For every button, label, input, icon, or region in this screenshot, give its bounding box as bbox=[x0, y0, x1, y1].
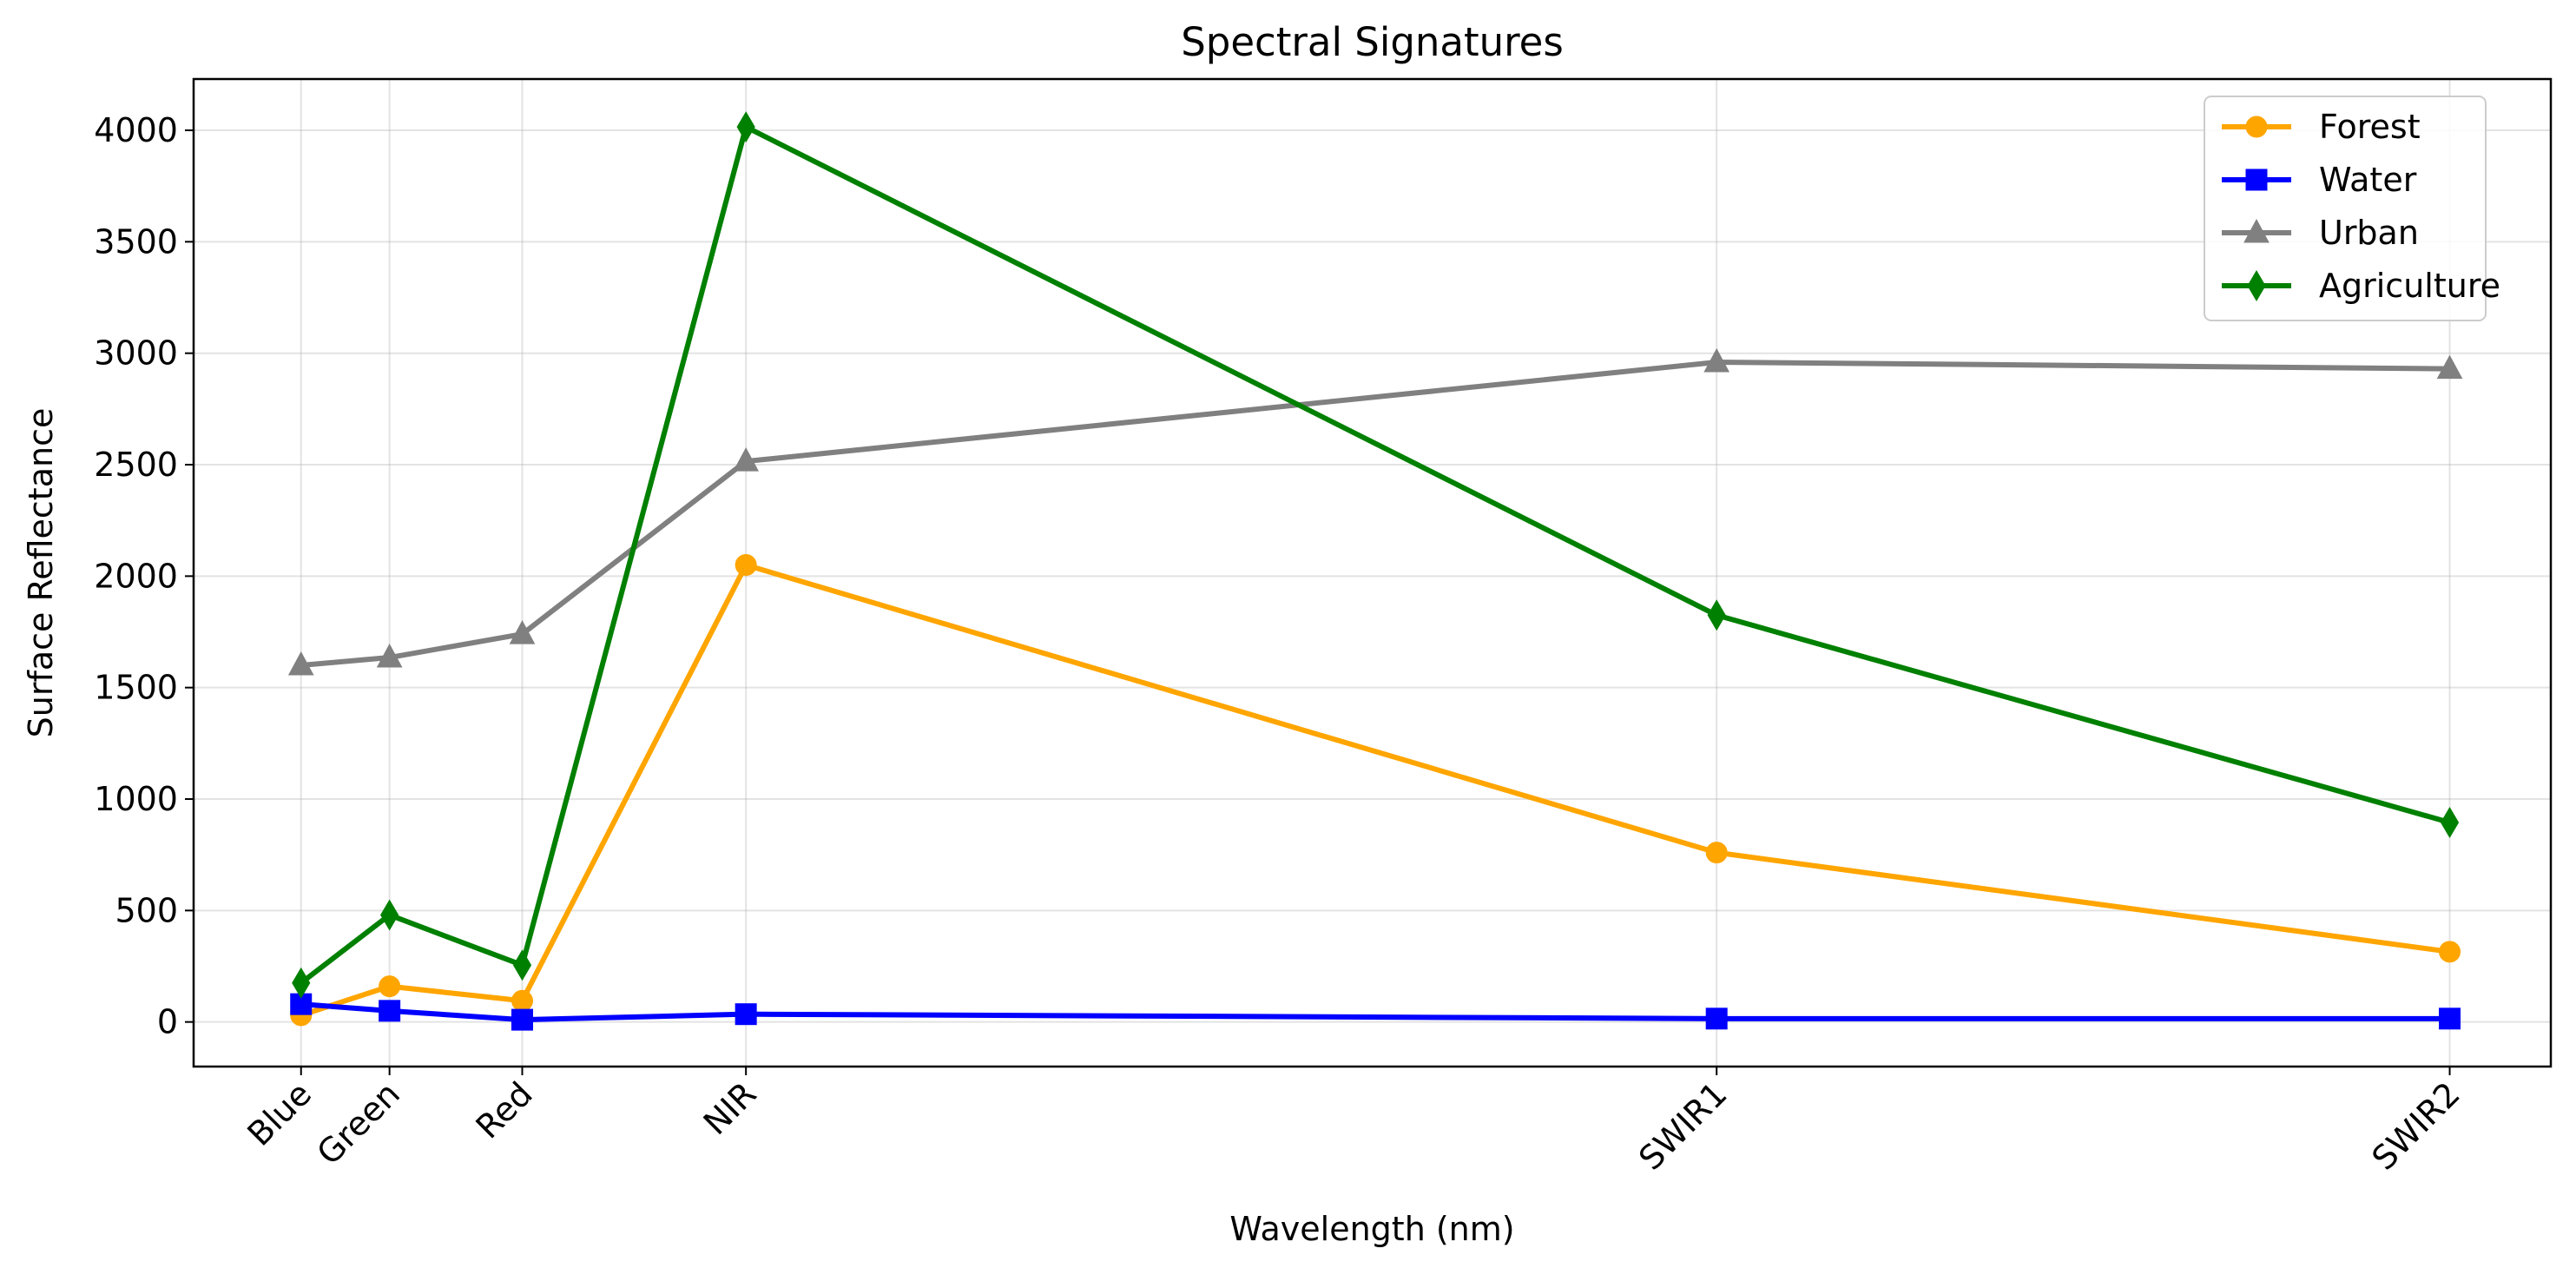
data-point-agriculture bbox=[380, 899, 399, 931]
data-point-forest bbox=[2439, 941, 2461, 963]
data-point-urban bbox=[1703, 347, 1730, 373]
series-line-agriculture bbox=[298, 124, 2453, 986]
data-point-agriculture bbox=[736, 111, 755, 143]
x-tick-label: Red bbox=[469, 1074, 540, 1146]
data-point-water bbox=[735, 1003, 757, 1026]
legend-label: Agriculture bbox=[2319, 267, 2500, 305]
y-tick-label: 1000 bbox=[94, 780, 178, 818]
y-tick-label: 2000 bbox=[94, 557, 178, 595]
legend-label: Water bbox=[2319, 161, 2417, 199]
y-tick-label: 1500 bbox=[94, 669, 178, 707]
data-point-urban bbox=[733, 447, 760, 472]
data-point-urban bbox=[287, 651, 314, 676]
series-group bbox=[287, 111, 2463, 1031]
legend-marker bbox=[2247, 270, 2266, 301]
legend-marker bbox=[2243, 218, 2270, 243]
data-point-water bbox=[379, 1000, 401, 1022]
x-tick-label: Green bbox=[310, 1074, 407, 1172]
data-point-forest bbox=[379, 975, 401, 998]
legend-marker bbox=[2245, 168, 2268, 191]
legend-item-agriculture: Agriculture bbox=[2222, 267, 2500, 305]
series-forest bbox=[290, 554, 2461, 1027]
legend-item-forest: Forest bbox=[2222, 108, 2421, 146]
y-tick-label: 500 bbox=[115, 891, 178, 929]
data-point-urban bbox=[509, 620, 536, 644]
series-agriculture bbox=[292, 111, 2460, 999]
y-tick-label: 3000 bbox=[94, 334, 178, 373]
y-tick-label: 3500 bbox=[94, 222, 178, 261]
data-point-urban bbox=[2436, 354, 2463, 380]
y-tick-label: 4000 bbox=[94, 111, 178, 149]
series-line-urban bbox=[298, 359, 2453, 669]
legend-marker bbox=[2245, 116, 2268, 138]
data-point-water bbox=[1705, 1007, 1728, 1030]
chart-title: Spectral Signatures bbox=[1181, 19, 1564, 65]
x-tick-label: NIR bbox=[696, 1074, 764, 1142]
data-point-forest bbox=[1705, 842, 1728, 864]
data-point-urban bbox=[376, 643, 403, 668]
data-point-agriculture bbox=[512, 949, 532, 981]
legend-label: Forest bbox=[2319, 108, 2421, 146]
x-tick-label: SWIR2 bbox=[2364, 1074, 2467, 1177]
y-tick-label: 0 bbox=[157, 1003, 178, 1041]
legend: Forest Water Urban Agriculture bbox=[2204, 96, 2500, 321]
data-point-forest bbox=[511, 989, 533, 1012]
legend-label: Urban bbox=[2319, 214, 2419, 252]
legend-item-urban: Urban bbox=[2222, 214, 2419, 252]
x-tick-label: Blue bbox=[240, 1074, 320, 1153]
legend-box bbox=[2204, 96, 2487, 321]
x-axis-title: Wavelength (nm) bbox=[1229, 1210, 1514, 1248]
y-axis-ticks: 0 500 1000 1500 2000 2500 3000 3500 4000 bbox=[94, 111, 194, 1041]
series-water bbox=[290, 993, 2461, 1031]
data-point-forest bbox=[735, 554, 757, 577]
data-point-water bbox=[511, 1008, 533, 1031]
series-line-water bbox=[298, 1001, 2453, 1023]
data-point-agriculture bbox=[1707, 599, 1726, 631]
data-point-water bbox=[2439, 1007, 2461, 1030]
y-axis-title: Surface Reflectance bbox=[22, 408, 60, 738]
plot-frame bbox=[192, 77, 2553, 1068]
x-tick-label: SWIR1 bbox=[1631, 1074, 1734, 1177]
data-point-agriculture bbox=[292, 967, 311, 999]
legend-item-water: Water bbox=[2222, 161, 2417, 199]
y-tick-label: 2500 bbox=[94, 446, 178, 484]
series-line-forest bbox=[298, 562, 2453, 1018]
data-point-agriculture bbox=[2440, 806, 2460, 838]
